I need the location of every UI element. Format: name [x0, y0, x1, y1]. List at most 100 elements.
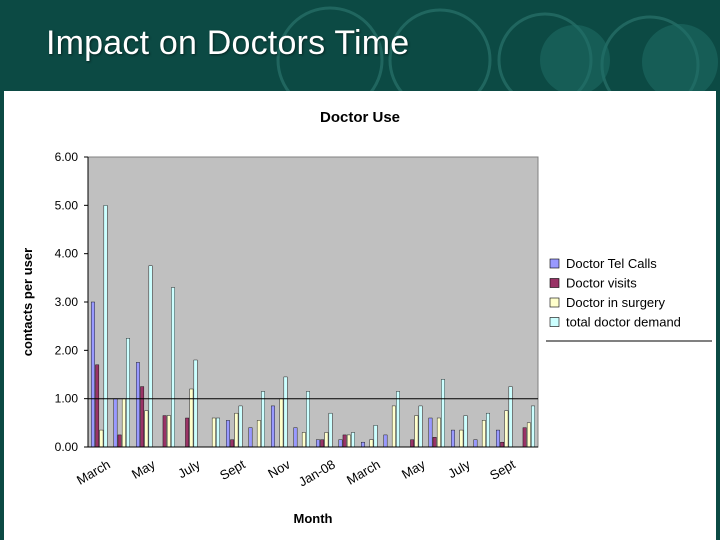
- chart-title: Doctor Use: [320, 109, 400, 126]
- bar-doctor-in-surgery: [144, 410, 149, 448]
- bar-doctor-tel-calls: [428, 417, 433, 448]
- bar-total-doctor-demand: [238, 405, 243, 448]
- x-category-label: July: [445, 456, 473, 481]
- y-tick-label: 4.00: [55, 247, 79, 261]
- x-category-label: Sept: [217, 456, 248, 483]
- bar-doctor-tel-calls: [338, 439, 343, 448]
- y-tick-label: 6.00: [55, 150, 79, 164]
- y-axis-label: contacts per user: [20, 248, 35, 356]
- bar-doctor-tel-calls: [271, 405, 275, 448]
- bar-total-doctor-demand: [531, 405, 535, 448]
- bar-doctor-in-surgery: [481, 420, 486, 448]
- x-category-label: May: [129, 456, 158, 482]
- bar-doctor-in-surgery: [121, 398, 126, 448]
- bar-total-doctor-demand: [171, 287, 175, 448]
- bar-total-doctor-demand: [216, 417, 220, 448]
- legend-swatch: [549, 278, 560, 288]
- legend-label: total doctor demand: [566, 315, 681, 330]
- plot-area: [87, 156, 539, 448]
- legend: Doctor Tel Calls Doctor visits Doctor in s…: [546, 256, 712, 342]
- bar-total-doctor-demand: [486, 412, 490, 448]
- chart-panel: Doctor Use 0.00 1.00 2.00 3.00 4.00 5.00 6.00 …: [4, 91, 716, 540]
- bar-doctor-in-surgery: [211, 417, 216, 448]
- bar-doctor-in-surgery: [391, 405, 396, 448]
- y-tick-label: 3.00: [55, 295, 79, 309]
- bar-doctor-in-surgery: [324, 432, 329, 448]
- bar-doctor-visits: [342, 434, 347, 448]
- bar-total-doctor-demand: [396, 391, 400, 448]
- bar-total-doctor-demand: [306, 391, 310, 448]
- bar-doctor-tel-calls: [248, 427, 253, 448]
- bar-total-doctor-demand: [463, 415, 468, 448]
- bar-doctor-in-surgery: [369, 439, 374, 448]
- bar-doctor-tel-calls: [361, 441, 365, 448]
- bar-total-doctor-demand: [126, 338, 130, 448]
- bar-doctor-tel-calls: [293, 427, 298, 448]
- bar-total-doctor-demand: [373, 425, 378, 448]
- legend-swatch: [549, 258, 560, 269]
- bar-total-doctor-demand: [508, 386, 513, 448]
- x-category-label: Sept: [487, 456, 518, 483]
- bar-doctor-in-surgery: [256, 420, 261, 448]
- bar-doctor-tel-calls: [496, 429, 500, 448]
- y-tick-label: 0.00: [55, 440, 79, 454]
- doctor-use-chart: Doctor Use 0.001.002.003.004.005.006.00 …: [20, 109, 712, 526]
- bar-total-doctor-demand: [418, 405, 423, 448]
- bar-total-doctor-demand: [328, 412, 333, 448]
- x-category-layer: March May July Sept Nov Jan-08 March May July Sep…: [74, 456, 518, 489]
- slide-title: Impact on Doctors Time: [46, 24, 410, 62]
- bar-doctor-in-surgery: [414, 415, 419, 448]
- bar-doctor-in-surgery: [99, 429, 104, 448]
- legend-label: Doctor in surgery: [566, 295, 665, 310]
- bar-doctor-visits: [320, 439, 325, 448]
- legend-label: Doctor Tel Calls: [566, 256, 657, 271]
- bar-total-doctor-demand: [351, 432, 355, 448]
- legend-swatch: [549, 317, 560, 327]
- bar-doctor-in-surgery: [234, 412, 239, 448]
- y-tick-label: 5.00: [55, 198, 79, 212]
- y-tick-label: 1.00: [55, 392, 79, 406]
- bar-doctor-visits: [522, 427, 527, 448]
- x-axis-label: Month: [294, 511, 333, 526]
- x-category-label: March: [344, 457, 383, 488]
- bar-doctor-in-surgery: [504, 410, 509, 448]
- bar-doctor-in-surgery: [301, 432, 306, 448]
- bar-doctor-visits: [500, 441, 505, 448]
- bar-doctor-in-surgery: [459, 429, 464, 448]
- bar-doctor-visits: [230, 439, 235, 448]
- bar-doctor-in-surgery: [346, 434, 351, 448]
- bar-doctor-tel-calls: [226, 420, 230, 448]
- bar-doctor-tel-calls: [91, 301, 95, 448]
- x-category-label: July: [175, 456, 203, 481]
- bar-total-doctor-demand: [193, 359, 198, 448]
- bar-doctor-visits: [185, 417, 190, 448]
- bar-doctor-tel-calls: [136, 362, 140, 448]
- bar-doctor-in-surgery: [166, 415, 171, 448]
- x-category-label: Jan-08: [296, 457, 338, 490]
- bar-total-doctor-demand: [148, 265, 153, 448]
- bar-total-doctor-demand: [441, 379, 445, 448]
- x-category-label: March: [74, 457, 113, 488]
- x-category-label: Nov: [265, 456, 293, 481]
- bar-doctor-visits: [410, 439, 415, 448]
- bar-doctor-in-surgery: [189, 388, 194, 448]
- bar-doctor-in-surgery: [279, 398, 284, 448]
- legend-label: Doctor visits: [566, 276, 637, 291]
- bar-doctor-visits: [117, 434, 122, 448]
- bar-total-doctor-demand: [103, 205, 108, 448]
- bar-doctor-visits: [140, 386, 145, 448]
- bar-doctor-in-surgery: [526, 422, 531, 448]
- legend-swatch: [549, 297, 560, 308]
- y-tick-label: 2.00: [55, 343, 79, 357]
- bar-doctor-visits: [95, 364, 100, 448]
- bar-doctor-tel-calls: [451, 429, 455, 448]
- bar-doctor-tel-calls: [473, 439, 478, 448]
- bar-total-doctor-demand: [283, 376, 288, 448]
- x-category-label: May: [399, 456, 428, 482]
- bar-doctor-tel-calls: [113, 398, 118, 448]
- y-tick-layer: 0.00 1.00 2.00 3.00 4.00 5.00 6.00: [55, 150, 88, 454]
- bar-doctor-visits: [162, 415, 167, 448]
- bar-doctor-in-surgery: [436, 417, 441, 448]
- bar-doctor-tel-calls: [383, 434, 388, 448]
- bar-doctor-tel-calls: [316, 439, 320, 448]
